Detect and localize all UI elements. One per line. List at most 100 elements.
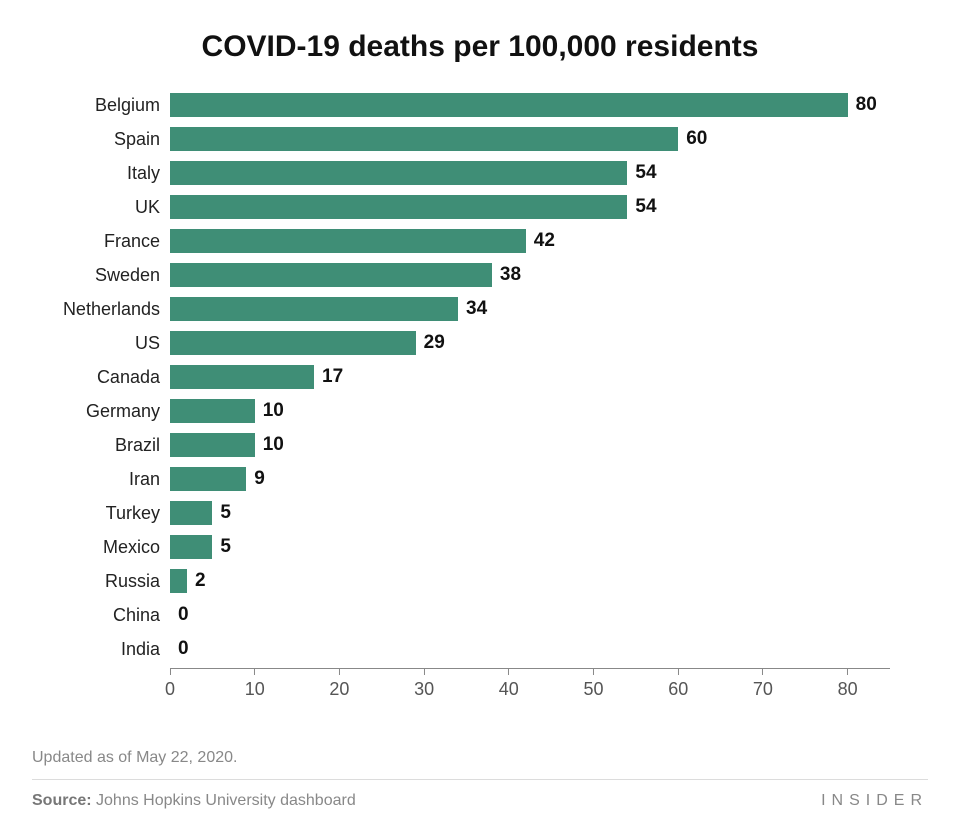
- bar-row: Italy54: [170, 156, 890, 190]
- tick-label: 10: [245, 679, 265, 700]
- x-tick: 0: [165, 668, 175, 700]
- x-tick: 40: [499, 668, 519, 700]
- bar-row: Mexico5: [170, 530, 890, 564]
- value-label: 17: [322, 366, 343, 388]
- bar: [170, 331, 416, 355]
- source-label: Source:: [32, 792, 92, 809]
- bar-row: Brazil10: [170, 428, 890, 462]
- tick-mark: [762, 668, 763, 675]
- bar-row: India0: [170, 632, 890, 666]
- tick-mark: [847, 668, 848, 675]
- bar-row: US29: [170, 326, 890, 360]
- updated-text: Updated as of May 22, 2020.: [32, 749, 928, 767]
- source-value: Johns Hopkins University dashboard: [96, 792, 356, 809]
- tick-mark: [254, 668, 255, 675]
- value-label: 5: [220, 536, 231, 558]
- category-label: Sweden: [95, 265, 160, 286]
- value-label: 80: [856, 94, 877, 116]
- bar-row: Belgium80: [170, 88, 890, 122]
- plot-area: Belgium80Spain60Italy54UK54France42Swede…: [40, 88, 920, 708]
- tick-mark: [424, 668, 425, 675]
- bar-row: Sweden38: [170, 258, 890, 292]
- value-label: 0: [178, 604, 189, 626]
- tick-mark: [508, 668, 509, 675]
- bar: [170, 161, 627, 185]
- category-label: Belgium: [95, 95, 160, 116]
- value-label: 29: [424, 332, 445, 354]
- x-tick: 60: [668, 668, 688, 700]
- category-label: China: [113, 605, 160, 626]
- value-label: 38: [500, 264, 521, 286]
- bar-row: Iran9: [170, 462, 890, 496]
- chart-container: COVID-19 deaths per 100,000 residents Be…: [0, 0, 960, 708]
- tick-label: 40: [499, 679, 519, 700]
- bar-row: France42: [170, 224, 890, 258]
- value-label: 5: [220, 502, 231, 524]
- category-label: Spain: [114, 129, 160, 150]
- value-label: 42: [534, 230, 555, 252]
- value-label: 10: [263, 434, 284, 456]
- category-label: India: [121, 639, 160, 660]
- x-tick: 10: [245, 668, 265, 700]
- brand-logo: INSIDER: [821, 792, 928, 810]
- tick-label: 50: [584, 679, 604, 700]
- bar-row: Turkey5: [170, 496, 890, 530]
- bar: [170, 535, 212, 559]
- value-label: 54: [635, 162, 656, 184]
- bars-region: Belgium80Spain60Italy54UK54France42Swede…: [170, 88, 890, 668]
- bar: [170, 433, 255, 457]
- bar: [170, 93, 848, 117]
- bar-row: Russia2: [170, 564, 890, 598]
- bar: [170, 399, 255, 423]
- bar: [170, 501, 212, 525]
- value-label: 60: [686, 128, 707, 150]
- bar-row: Canada17: [170, 360, 890, 394]
- category-label: Netherlands: [63, 299, 160, 320]
- footer: Updated as of May 22, 2020. Source: John…: [0, 735, 960, 832]
- bar: [170, 569, 187, 593]
- bar-row: UK54: [170, 190, 890, 224]
- bar: [170, 229, 526, 253]
- x-tick: 20: [329, 668, 349, 700]
- value-label: 34: [466, 298, 487, 320]
- tick-label: 60: [668, 679, 688, 700]
- bar-row: Germany10: [170, 394, 890, 428]
- bar: [170, 467, 246, 491]
- bar: [170, 297, 458, 321]
- tick-label: 20: [329, 679, 349, 700]
- bar-row: China0: [170, 598, 890, 632]
- tick-mark: [593, 668, 594, 675]
- chart-title: COVID-19 deaths per 100,000 residents: [40, 30, 920, 64]
- bar: [170, 365, 314, 389]
- bar: [170, 127, 678, 151]
- bar-row: Netherlands34: [170, 292, 890, 326]
- category-label: Italy: [127, 163, 160, 184]
- category-label: France: [104, 231, 160, 252]
- tick-mark: [678, 668, 679, 675]
- value-label: 2: [195, 570, 206, 592]
- x-tick: 70: [753, 668, 773, 700]
- bar: [170, 263, 492, 287]
- tick-mark: [169, 668, 170, 675]
- axis-line: [170, 668, 890, 669]
- source-row: Source: Johns Hopkins University dashboa…: [32, 792, 928, 810]
- category-label: UK: [135, 197, 160, 218]
- x-tick: 30: [414, 668, 434, 700]
- bar-row: Spain60: [170, 122, 890, 156]
- x-tick: 80: [838, 668, 858, 700]
- category-label: Iran: [129, 469, 160, 490]
- footer-divider: [32, 779, 928, 780]
- value-label: 10: [263, 400, 284, 422]
- category-label: Turkey: [106, 503, 160, 524]
- x-tick: 50: [584, 668, 604, 700]
- tick-mark: [339, 668, 340, 675]
- category-label: Canada: [97, 367, 160, 388]
- value-label: 54: [635, 196, 656, 218]
- category-label: US: [135, 333, 160, 354]
- tick-label: 30: [414, 679, 434, 700]
- category-label: Russia: [105, 571, 160, 592]
- x-axis: 01020304050607080: [170, 668, 890, 708]
- category-label: Mexico: [103, 537, 160, 558]
- tick-label: 0: [165, 679, 175, 700]
- value-label: 0: [178, 638, 189, 660]
